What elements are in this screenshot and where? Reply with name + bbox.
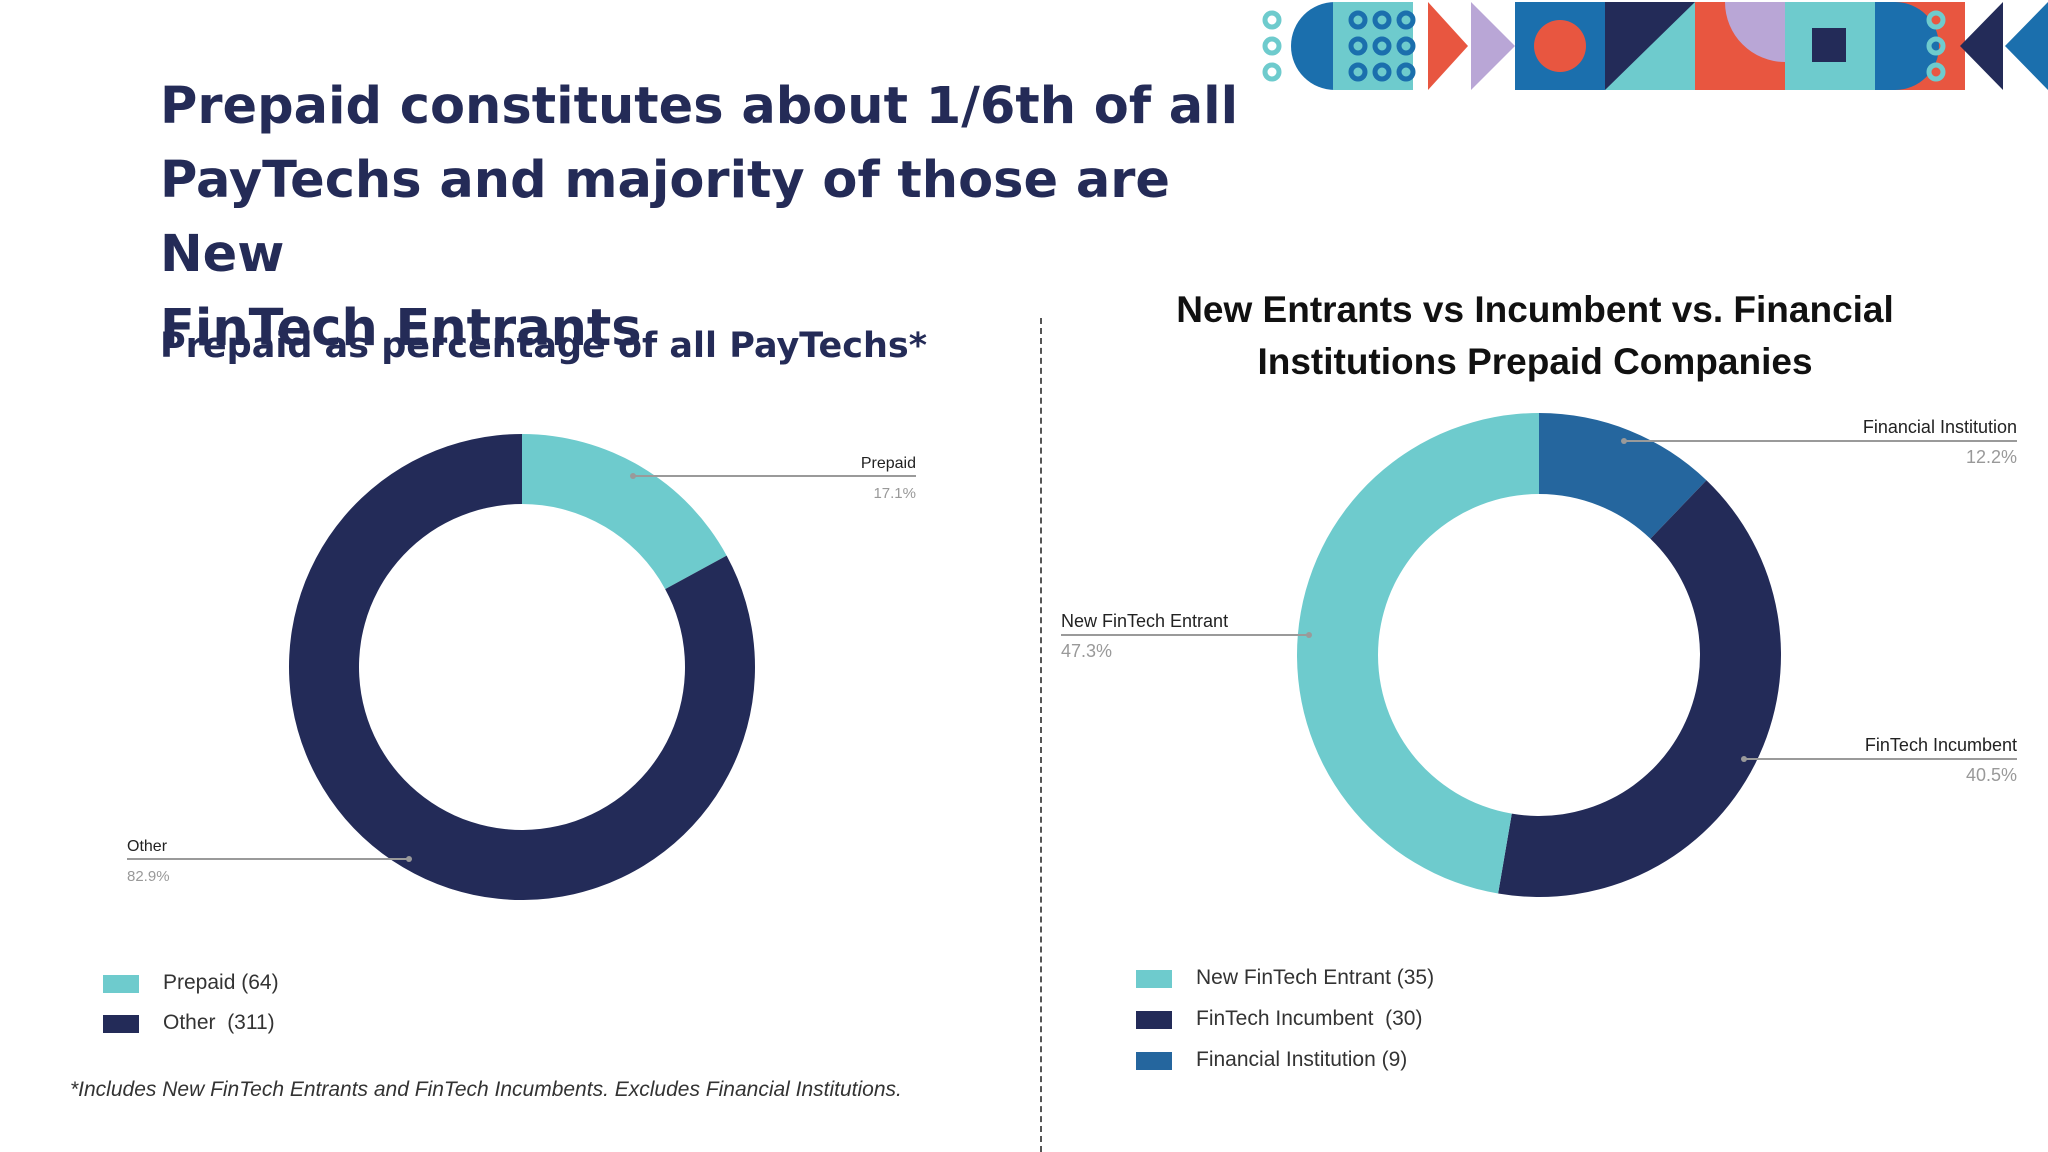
legend-label-other: Other (311) bbox=[163, 1011, 275, 1034]
legend-label-prepaid: Prepaid (64) bbox=[163, 971, 279, 994]
pattern-lilac-triangle bbox=[1471, 2, 1515, 90]
data-label-fintech-incumbent: FinTech Incumbent bbox=[1865, 735, 2017, 755]
percent-label-financial-institution: 12.2% bbox=[1966, 447, 2017, 467]
legend-swatch-new-fintech-entrant bbox=[1136, 970, 1172, 988]
chart-2-title: New Entrants vs Incumbent vs. Financial … bbox=[1100, 284, 1970, 388]
title-line-1: Prepaid constitutes about 1/6th of all bbox=[160, 77, 1239, 136]
pattern-half-circle bbox=[1291, 2, 1345, 90]
chart-2-donut: Financial Institution 12.2% FinTech Incumb… bbox=[1061, 413, 2017, 897]
pattern-blue-half bbox=[1875, 2, 1939, 90]
decorative-pattern bbox=[1262, 2, 2048, 90]
pattern-rings-right bbox=[1926, 10, 1946, 82]
leader-dot-new-fintech-entrant bbox=[1306, 632, 1312, 638]
footnote: *Includes New FinTech Entrants and FinTe… bbox=[70, 1078, 902, 1101]
legend-label-new-fintech-entrant: New FinTech Entrant (35) bbox=[1196, 966, 1435, 989]
title-line-2: PayTechs and majority of those are New bbox=[160, 151, 1170, 284]
data-label-financial-institution: Financial Institution bbox=[1863, 417, 2017, 437]
chart-2-title-line-2: Institutions Prepaid Companies bbox=[1257, 341, 1813, 382]
slice-financial-institution bbox=[1539, 413, 1707, 539]
slice-fintech-incumbent bbox=[1498, 480, 1781, 897]
pattern-chevron-1 bbox=[1960, 2, 2003, 90]
leader-dot-financial-institution bbox=[1621, 438, 1627, 444]
pattern-red-arc bbox=[1695, 2, 1785, 90]
legend-label-fintech-incumbent: FinTech Incumbent (30) bbox=[1196, 1007, 1423, 1030]
pattern-red-circle bbox=[1534, 20, 1586, 72]
leader-dot-prepaid bbox=[630, 473, 636, 479]
pattern-red-triangle bbox=[1428, 2, 1468, 90]
data-label-new-fintech-entrant: New FinTech Entrant bbox=[1061, 611, 1228, 631]
percent-label-prepaid: 17.1% bbox=[873, 485, 916, 502]
chart-2-title-line-1: New Entrants vs Incumbent vs. Financial bbox=[1176, 289, 1894, 330]
percent-label-new-fintech-entrant: 47.3% bbox=[1061, 641, 1112, 661]
percent-label-other: 82.9% bbox=[127, 868, 170, 885]
data-label-other: Other bbox=[127, 838, 168, 855]
leader-dot-other bbox=[406, 856, 412, 862]
slice-new-fintech-entrant bbox=[1297, 413, 1539, 894]
legend-swatch-other bbox=[103, 1015, 139, 1033]
section-divider bbox=[1040, 318, 1042, 1152]
pattern-navy-square bbox=[1812, 28, 1846, 62]
data-label-prepaid: Prepaid bbox=[861, 455, 916, 472]
pattern-chevron-2 bbox=[2005, 2, 2048, 90]
legend-swatch-prepaid bbox=[103, 975, 139, 993]
legend-swatch-fintech-incumbent bbox=[1136, 1011, 1172, 1029]
chart-1-donut: Prepaid 17.1% Other 82.9% bbox=[127, 434, 916, 900]
leader-dot-fintech-incumbent bbox=[1741, 756, 1747, 762]
pattern-dot-grid bbox=[1348, 10, 1416, 82]
pattern-navy-triangle bbox=[1605, 2, 1695, 90]
slice-prepaid bbox=[522, 434, 727, 590]
legend-label-financial-institution: Financial Institution (9) bbox=[1196, 1048, 1408, 1071]
title-line-3: FinTech Entrants bbox=[160, 299, 642, 358]
percent-label-fintech-incumbent: 40.5% bbox=[1966, 765, 2017, 785]
chart-1-title: Prepaid as percentage of all PayTechs* bbox=[160, 326, 928, 366]
page-title: Prepaid constitutes about 1/6th of all P… bbox=[160, 70, 1260, 366]
legend-swatch-financial-institution bbox=[1136, 1052, 1172, 1070]
pattern-rings-left bbox=[1262, 10, 1282, 82]
slice-other bbox=[288, 434, 755, 900]
